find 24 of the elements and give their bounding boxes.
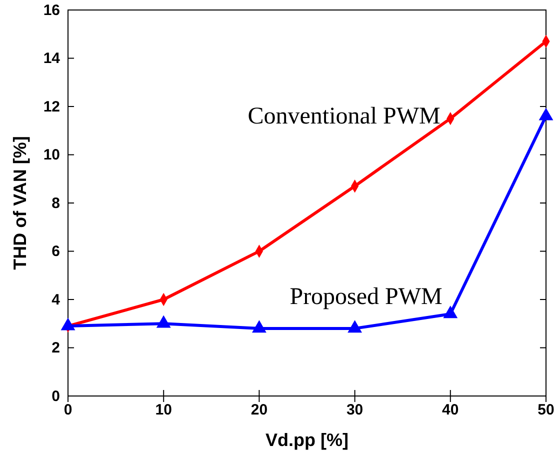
y-tick-label: 0 — [52, 388, 60, 405]
point — [443, 306, 458, 318]
x-tick-label: 40 — [442, 402, 459, 419]
y-tick-label: 10 — [43, 146, 60, 164]
point — [156, 315, 171, 328]
point — [60, 318, 76, 330]
y-tick-label: 16 — [43, 2, 60, 19]
y-tick-label: 12 — [43, 98, 60, 116]
x-tick-label: 20 — [250, 402, 268, 419]
point — [348, 320, 362, 333]
y-tick-label: 8 — [52, 194, 60, 212]
x-tick-label: 30 — [346, 402, 364, 419]
x-tick-label: 10 — [155, 402, 172, 419]
x-tick-label: 50 — [538, 402, 554, 419]
y-tick-label: 14 — [43, 50, 61, 68]
y-axis-title: THD of VAN [%] — [10, 136, 30, 270]
x-axis-title: Vd.pp [%] — [266, 430, 348, 450]
x-tick-label: 0 — [64, 402, 72, 419]
series-label: Proposed PWM — [290, 284, 442, 310]
y-tick-label: 6 — [52, 243, 60, 260]
point — [252, 320, 266, 333]
series-label: Conventional PWM — [248, 104, 440, 130]
y-tick-label: 2 — [52, 340, 60, 357]
y-tick-label: 4 — [52, 291, 61, 308]
